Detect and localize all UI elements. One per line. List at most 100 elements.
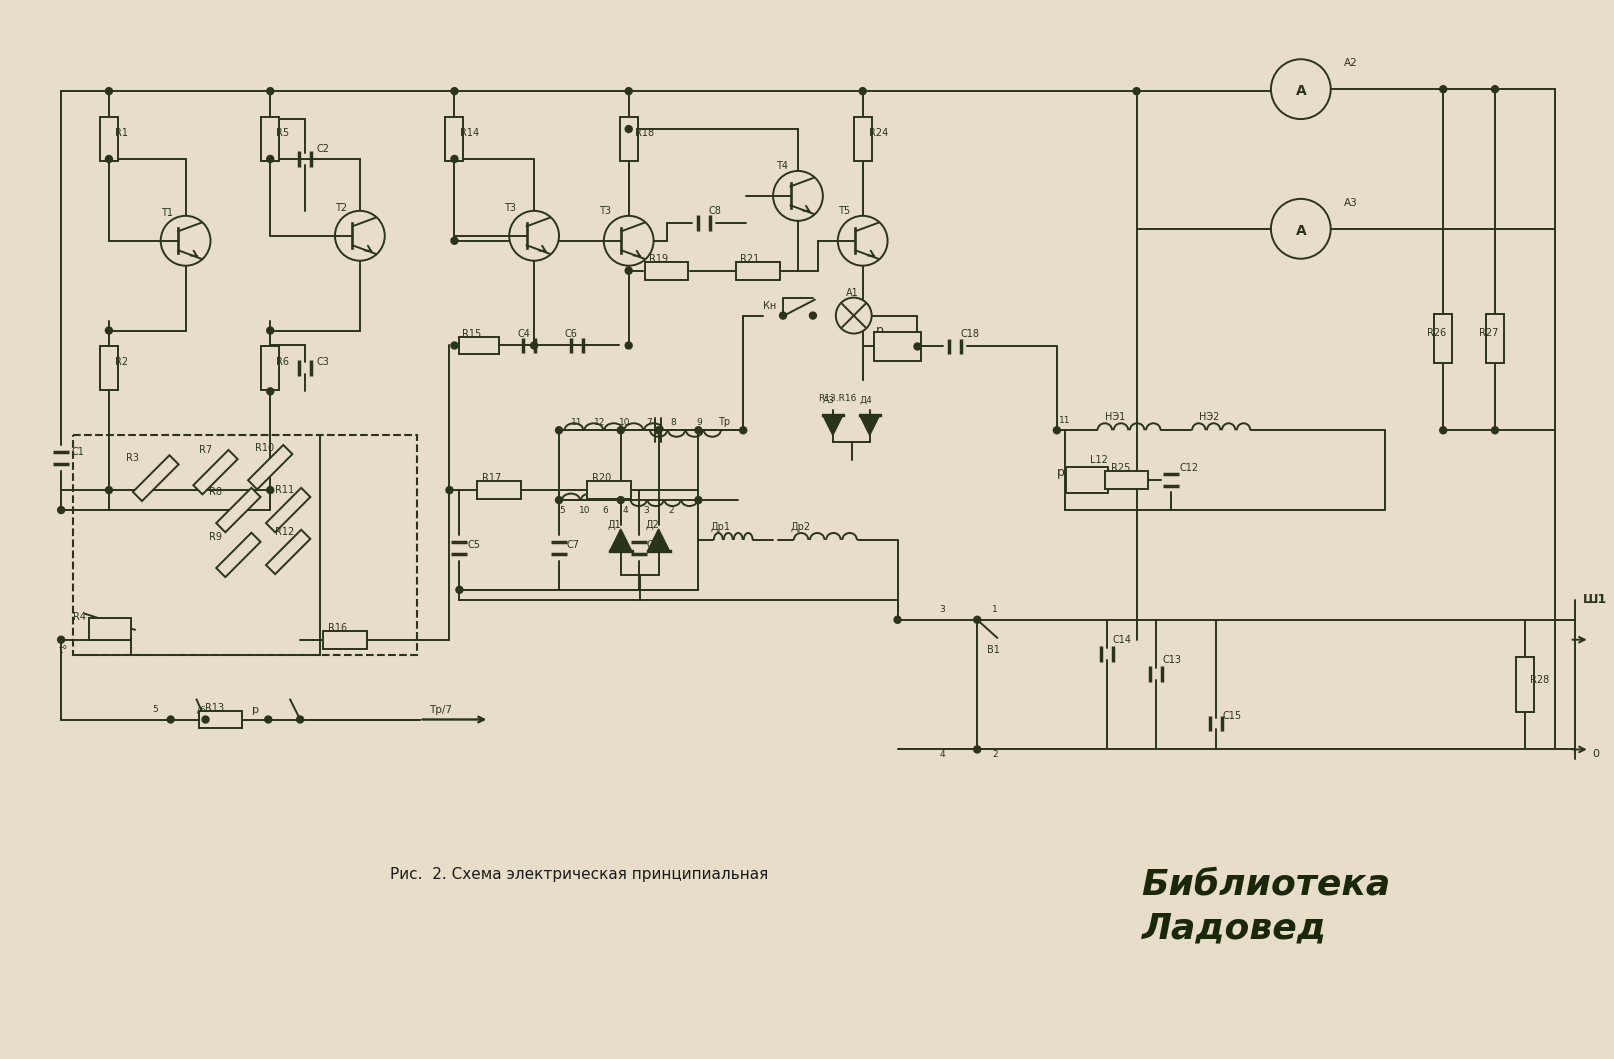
Text: R25: R25: [1110, 463, 1130, 473]
Bar: [1104, 471, 1149, 489]
Text: R1: R1: [115, 128, 128, 138]
Circle shape: [973, 616, 981, 624]
Text: R13: R13: [205, 702, 224, 713]
Text: Ш1: Ш1: [1583, 593, 1608, 607]
Text: R27: R27: [1478, 327, 1498, 338]
Circle shape: [450, 237, 458, 245]
Text: A2: A2: [1343, 58, 1357, 68]
Text: R18: R18: [634, 128, 654, 138]
Text: T2: T2: [336, 203, 347, 213]
Text: 6: 6: [602, 505, 608, 515]
Text: НЭ1: НЭ1: [1104, 412, 1125, 423]
Text: B1: B1: [988, 645, 1001, 654]
Circle shape: [450, 342, 458, 349]
Circle shape: [266, 487, 274, 493]
Circle shape: [625, 126, 633, 132]
Text: L12: L12: [1089, 455, 1107, 465]
Text: R16: R16: [328, 623, 347, 632]
Text: R8: R8: [208, 487, 221, 497]
Text: T3: T3: [599, 205, 610, 216]
Text: R19: R19: [649, 254, 668, 264]
Circle shape: [780, 312, 786, 319]
Text: R5: R5: [276, 128, 289, 138]
Polygon shape: [266, 488, 310, 533]
Polygon shape: [823, 415, 843, 435]
Text: C3: C3: [316, 358, 329, 367]
Text: R13.R16: R13.R16: [818, 394, 857, 402]
Circle shape: [655, 427, 662, 434]
Circle shape: [1054, 427, 1060, 434]
Text: 10: 10: [618, 418, 629, 427]
Text: C14: C14: [1112, 634, 1131, 645]
Bar: [644, 262, 689, 280]
Text: Рис.  2. Схема электрическая принципиальная: Рис. 2. Схема электрическая принципиальн…: [389, 866, 768, 881]
Text: 5: 5: [558, 505, 565, 515]
Text: t°: t°: [60, 645, 68, 654]
Bar: [261, 346, 279, 391]
Polygon shape: [216, 533, 260, 577]
Text: C7: C7: [567, 540, 579, 550]
Circle shape: [1491, 86, 1498, 92]
Bar: [736, 262, 780, 280]
Text: R21: R21: [741, 254, 760, 264]
Text: T4: T4: [776, 161, 788, 170]
Text: R7: R7: [199, 445, 211, 455]
Circle shape: [1133, 88, 1139, 94]
Circle shape: [105, 156, 113, 162]
Bar: [1435, 313, 1453, 363]
Circle shape: [973, 746, 981, 753]
Text: T5: T5: [838, 205, 851, 216]
Bar: [460, 337, 499, 355]
Text: C13: C13: [1162, 654, 1181, 665]
Bar: [587, 481, 631, 499]
Text: 0: 0: [1593, 750, 1599, 759]
Bar: [854, 118, 872, 161]
Polygon shape: [610, 530, 631, 551]
Text: Дp2: Дp2: [789, 522, 810, 532]
Bar: [100, 346, 118, 391]
Circle shape: [617, 427, 625, 434]
Circle shape: [266, 156, 274, 162]
Text: 8: 8: [670, 418, 676, 427]
Text: R28: R28: [1530, 675, 1549, 684]
Text: 4: 4: [939, 750, 946, 759]
Polygon shape: [860, 415, 880, 435]
Polygon shape: [266, 530, 310, 574]
Text: 3: 3: [644, 505, 649, 515]
Bar: [445, 118, 463, 161]
Text: 11: 11: [571, 418, 583, 427]
Text: C2: C2: [316, 144, 329, 154]
Text: /6: /6: [197, 705, 205, 714]
Text: Ладовед: Ладовед: [1141, 911, 1327, 945]
Circle shape: [625, 88, 633, 94]
Circle shape: [455, 587, 463, 593]
Circle shape: [266, 88, 274, 94]
Bar: [1486, 313, 1504, 363]
Text: R3: R3: [126, 453, 139, 463]
Text: A: A: [1296, 223, 1306, 238]
Text: R12: R12: [276, 527, 294, 537]
Circle shape: [1491, 427, 1498, 434]
Text: C4: C4: [516, 328, 529, 339]
Text: 2: 2: [668, 505, 675, 515]
Text: А3: А3: [823, 396, 834, 405]
Circle shape: [161, 216, 210, 266]
Bar: [73, 435, 416, 654]
Circle shape: [58, 506, 65, 514]
Circle shape: [894, 616, 901, 624]
Text: Д4: Д4: [860, 396, 873, 405]
Circle shape: [266, 388, 274, 395]
Text: C1: C1: [71, 447, 84, 457]
Circle shape: [450, 88, 458, 94]
Bar: [199, 711, 242, 729]
Bar: [873, 331, 922, 361]
Circle shape: [1270, 59, 1330, 119]
Circle shape: [336, 211, 384, 261]
Text: A1: A1: [846, 288, 859, 298]
Polygon shape: [647, 530, 670, 551]
Circle shape: [202, 716, 208, 723]
Circle shape: [168, 716, 174, 723]
Text: R26: R26: [1427, 327, 1446, 338]
Text: R10: R10: [255, 444, 274, 453]
Text: 10: 10: [579, 505, 591, 515]
